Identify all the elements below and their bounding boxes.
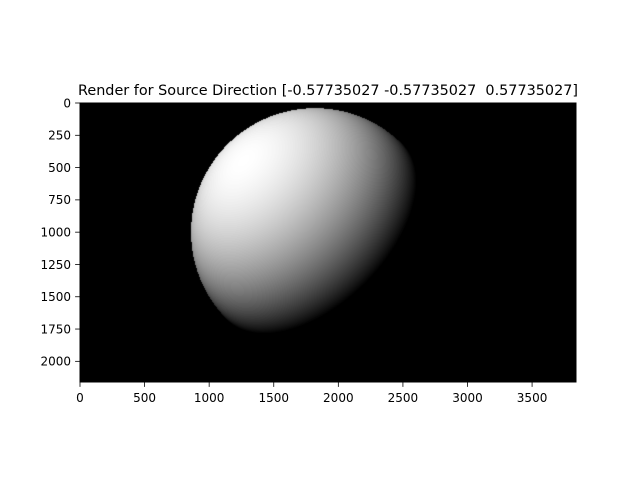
y-tick-label: 1000: [40, 225, 71, 239]
y-tick-label: 1750: [40, 322, 71, 336]
x-tick-label: 3500: [517, 391, 548, 405]
axes-frame: [79, 102, 577, 383]
x-tick-label: 1000: [194, 391, 225, 405]
y-tick-label: 250: [48, 129, 71, 143]
x-tick-label: 2500: [388, 391, 419, 405]
x-tick-label: 3000: [452, 391, 483, 405]
x-tick-label: 2000: [323, 391, 354, 405]
y-axis: 0 250 500 750 1000 1250 1500 1750 2000: [40, 96, 80, 369]
y-tick-label: 2000: [40, 355, 71, 369]
x-tick-label: 1500: [258, 391, 289, 405]
plot-title: Render for Source Direction [-0.57735027…: [78, 83, 578, 99]
y-tick-label: 1250: [40, 258, 71, 272]
y-tick-label: 500: [48, 161, 71, 175]
y-tick-label: 1500: [40, 290, 71, 304]
y-tick-label: 750: [48, 193, 71, 207]
x-tick-label: 500: [133, 391, 156, 405]
y-tick-label: 0: [63, 96, 71, 110]
sphere-render: [80, 103, 576, 382]
x-tick-label: 0: [76, 391, 84, 405]
x-axis: 0 500 1000 1500 2000 2500 3000 3500: [76, 382, 547, 405]
